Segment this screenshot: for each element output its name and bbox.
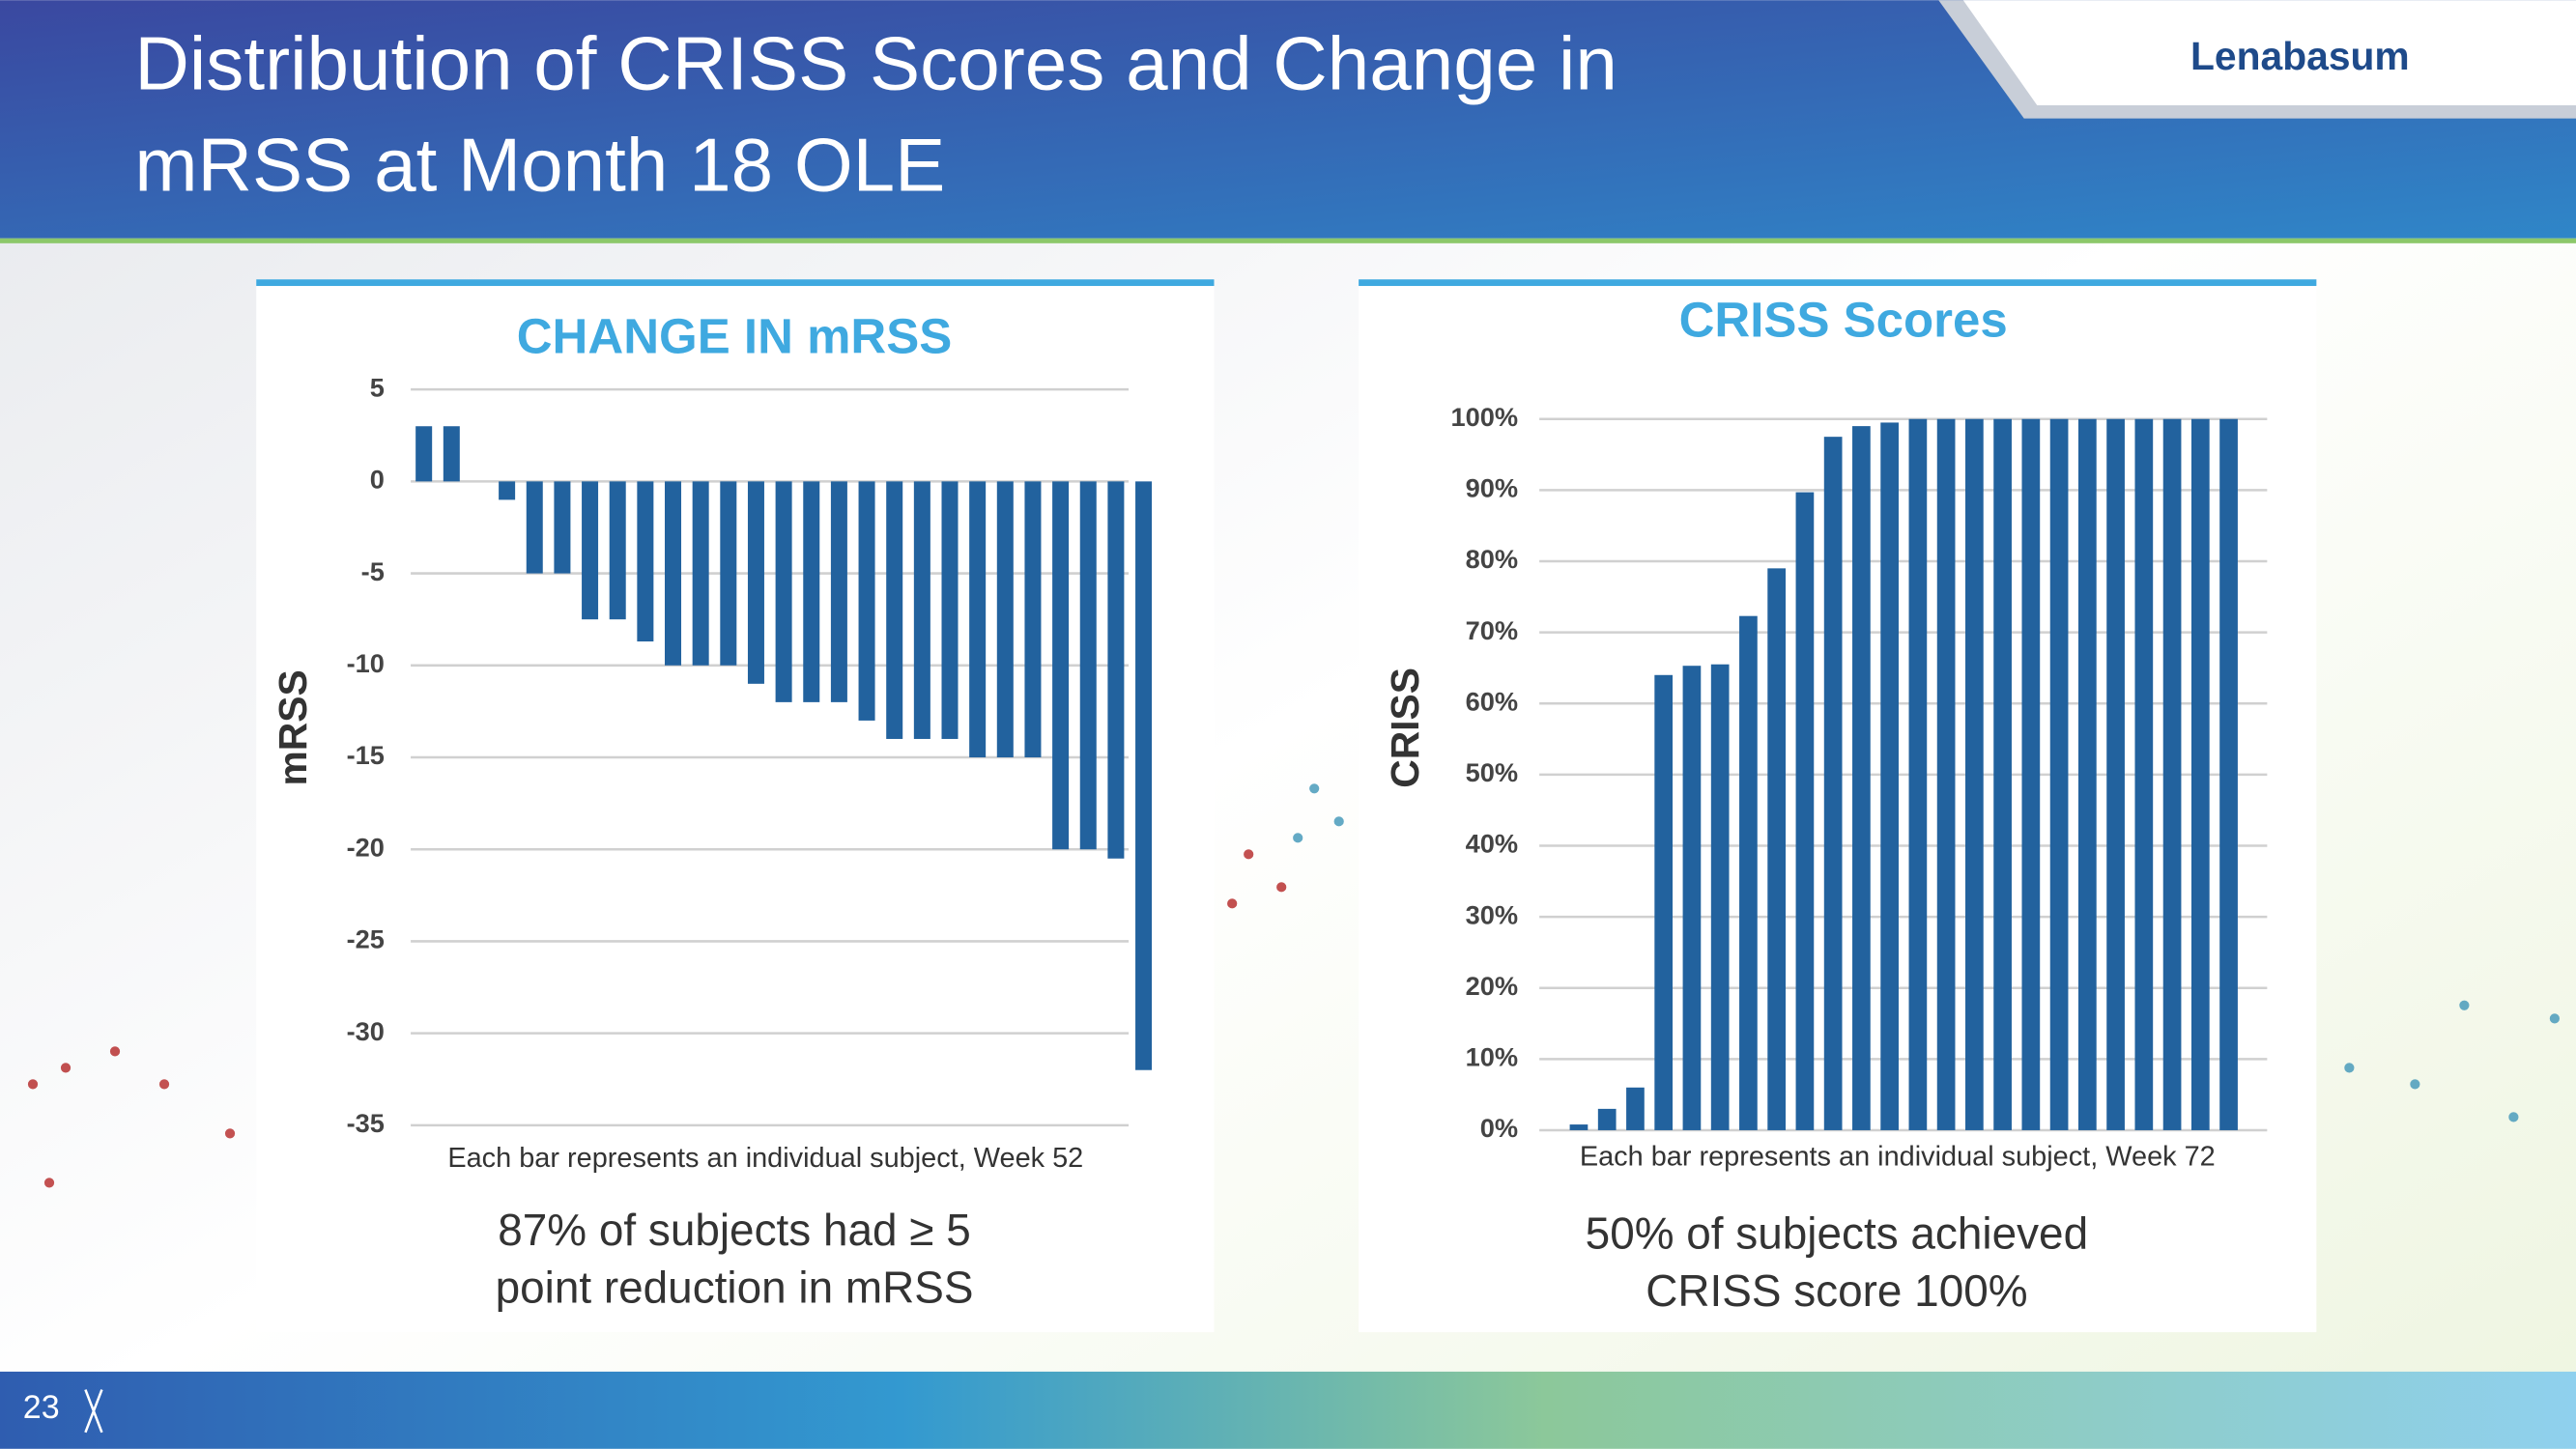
y-tick-label: 30% <box>1466 899 1518 929</box>
bar <box>1993 418 2012 1130</box>
y-tick-label: 0 <box>370 465 385 495</box>
brand-tab <box>1962 0 2576 106</box>
bar <box>443 426 460 482</box>
y-tick-label: 0% <box>1480 1113 1518 1143</box>
bar <box>1852 426 1871 1130</box>
y-tick-label: -5 <box>361 556 385 586</box>
chart-note: Each bar represents an individual subjec… <box>1580 1142 2216 1173</box>
bar <box>1597 1108 1617 1130</box>
y-tick-label: 5 <box>370 372 385 402</box>
chart-annotation: point reduction in mRSS <box>496 1263 974 1313</box>
bar <box>720 481 737 666</box>
bar <box>1024 481 1042 758</box>
y-tick-label: 70% <box>1466 615 1518 645</box>
bar <box>1107 481 1125 859</box>
y-axis-label: CRISS <box>1383 668 1427 788</box>
y-tick-label: 50% <box>1466 757 1518 787</box>
y-tick-label: -20 <box>347 832 385 862</box>
bar <box>1908 418 1928 1130</box>
bar <box>775 481 792 702</box>
y-tick-label: 10% <box>1466 1042 1518 1072</box>
y-tick-label: 60% <box>1466 686 1518 716</box>
y-tick-label: 40% <box>1466 829 1518 859</box>
panel <box>256 279 1215 1333</box>
panel-border <box>1359 279 2317 287</box>
bar <box>2190 418 2210 1130</box>
header-rule <box>0 238 2576 243</box>
y-tick-label: 90% <box>1466 473 1518 503</box>
brand: Lenabasum <box>2190 34 2410 78</box>
bar <box>1880 422 1899 1130</box>
bar <box>665 481 682 666</box>
chart-annotation: CRISS score 100% <box>1646 1265 2027 1316</box>
bar <box>886 481 903 739</box>
bar <box>1135 481 1153 1070</box>
bar <box>1795 492 1815 1130</box>
bar <box>2021 418 2041 1130</box>
bar <box>2134 418 2154 1130</box>
y-tick-label: -30 <box>347 1016 385 1046</box>
bar <box>2077 418 2097 1130</box>
decor-dots <box>1293 783 2560 1122</box>
page-number: 23 <box>23 1389 60 1426</box>
bar <box>2049 418 2069 1130</box>
bar <box>1052 481 1070 850</box>
y-tick-label: -10 <box>347 648 385 678</box>
bar <box>941 481 959 739</box>
chart-title: CHANGE IN mRSS <box>517 309 953 364</box>
bar <box>803 481 820 702</box>
footer-band <box>0 1371 2576 1449</box>
bar <box>2162 418 2182 1130</box>
bar <box>692 481 709 666</box>
chart-annotation: 87% of subjects had ≥ 5 <box>498 1205 971 1255</box>
bar <box>1079 481 1097 850</box>
decor-dots <box>27 849 1287 1188</box>
y-tick-label: -35 <box>347 1108 385 1138</box>
y-tick-label: 20% <box>1466 971 1518 1001</box>
slide-title: mRSS at Month 18 OLE <box>134 123 945 208</box>
y-tick-label: 80% <box>1466 544 1518 574</box>
panel-border <box>256 279 1215 287</box>
bar <box>913 481 930 739</box>
chart-title: CRISS Scores <box>1679 293 2008 348</box>
bar <box>1823 437 1843 1130</box>
bar <box>2219 418 2238 1130</box>
bar <box>1739 615 1758 1130</box>
bar <box>858 481 875 721</box>
y-tick-label: -25 <box>347 924 385 954</box>
bar <box>969 481 987 758</box>
chart-annotation: 50% of subjects achieved <box>1586 1208 2088 1259</box>
y-axis-label: mRSS <box>271 669 315 785</box>
bar <box>1654 674 1674 1130</box>
y-tick-label: -15 <box>347 740 385 770</box>
bar <box>1936 418 1956 1130</box>
bar <box>1710 664 1730 1130</box>
bar <box>499 481 516 500</box>
bar <box>609 481 626 620</box>
bar <box>415 426 433 482</box>
bar <box>1767 568 1787 1130</box>
bar <box>1682 666 1702 1130</box>
bar <box>526 481 543 574</box>
bar <box>2106 418 2125 1130</box>
y-tick-label: 100% <box>1450 402 1518 432</box>
bar <box>637 481 654 642</box>
bar <box>1626 1087 1645 1130</box>
slide-title: Distribution of CRISS Scores and Change … <box>134 20 1617 105</box>
bar <box>582 481 599 620</box>
bar <box>996 481 1014 758</box>
bar <box>830 481 847 702</box>
bar <box>1965 418 1984 1130</box>
bar <box>1569 1124 1589 1130</box>
bar <box>747 481 764 684</box>
logo-mark <box>84 1389 103 1434</box>
chart-note: Each bar represents an individual subjec… <box>447 1143 1083 1174</box>
bar <box>554 481 571 574</box>
